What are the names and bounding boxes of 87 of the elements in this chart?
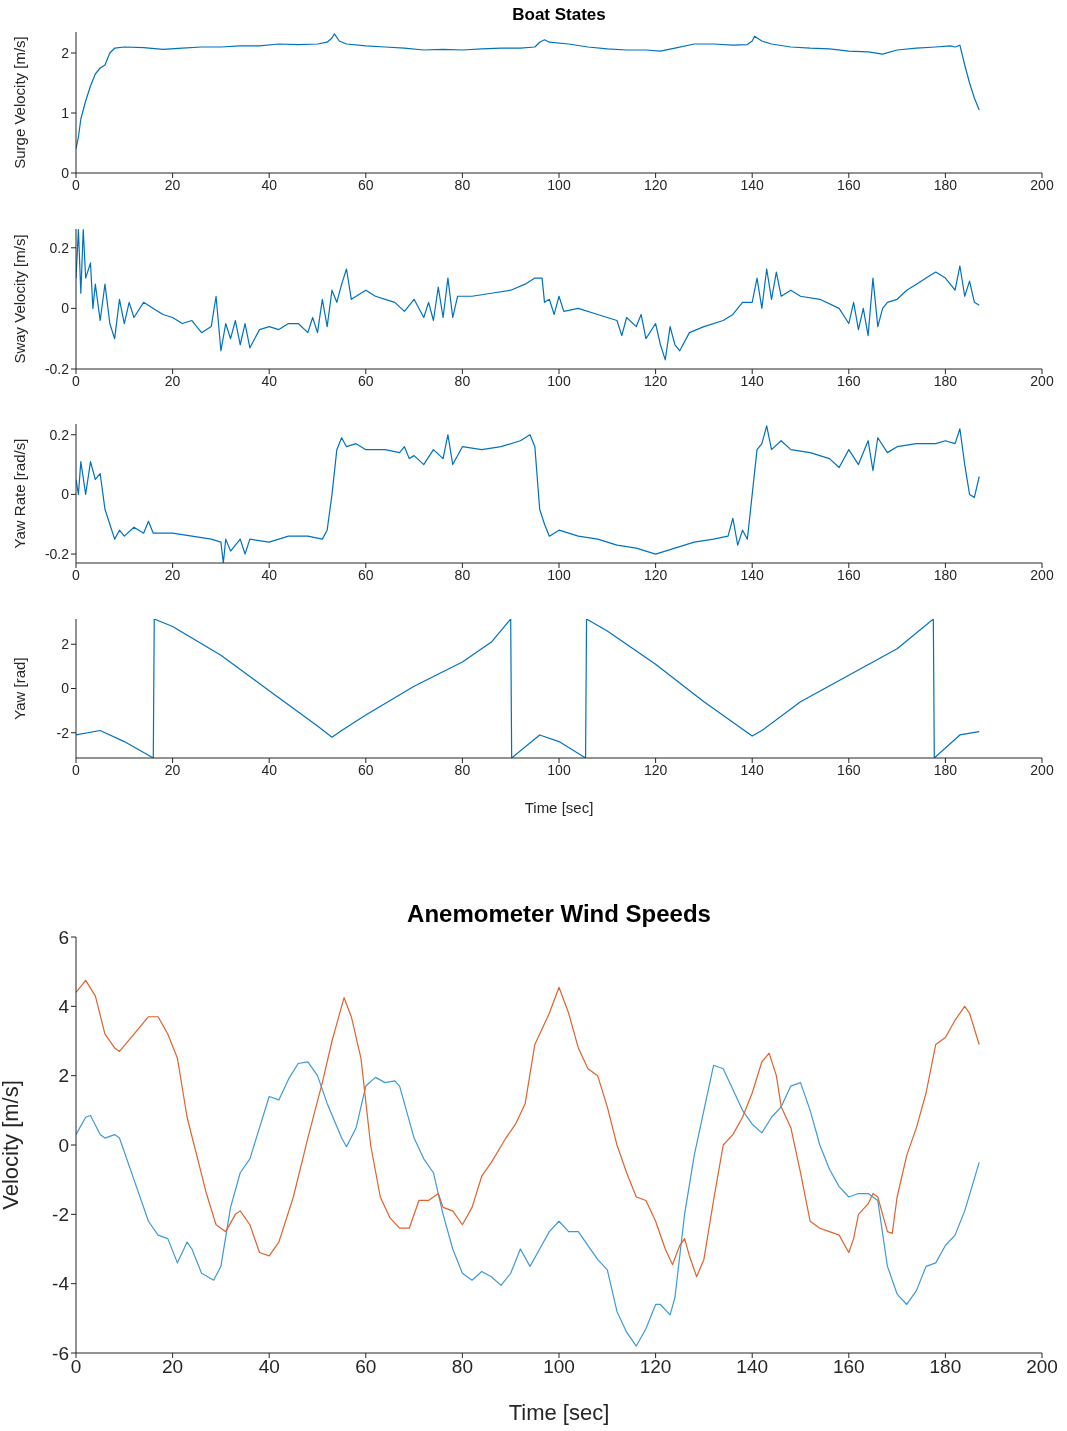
x-tick-label: 120	[643, 176, 668, 193]
x-tick-label: 200	[1026, 1356, 1058, 1378]
line-series	[76, 229, 980, 361]
x-tick-label: 20	[164, 566, 181, 583]
y-tick-label: 1	[61, 104, 70, 121]
y-axis-title: Sway Velocity [m/s]	[11, 234, 29, 364]
x-tick-label: 20	[164, 176, 181, 193]
chart-title: Anemometer Wind Speeds	[406, 900, 712, 928]
x-tick-label: 160	[837, 761, 861, 778]
line-series	[76, 425, 980, 563]
x-tick-label: 160	[837, 372, 861, 389]
x-tick-label: 140	[740, 372, 765, 389]
x-axis-title: Time [sec]	[524, 799, 594, 816]
x-tick-label: 40	[258, 1356, 280, 1378]
x-tick-label: 60	[358, 372, 374, 389]
y-tick-label: 0	[61, 486, 70, 503]
line-series	[76, 619, 980, 758]
x-tick-label: 180	[933, 372, 958, 389]
x-tick-label: 80	[454, 176, 471, 193]
x-tick-label: 180	[933, 761, 958, 778]
x-tick-label: 140	[740, 761, 765, 778]
y-tick-label: 0	[61, 300, 70, 317]
x-tick-label: 60	[358, 566, 374, 583]
x-tick-label: 180	[933, 176, 958, 193]
x-tick-label: 0	[72, 566, 81, 583]
y-tick-label: -4	[52, 1273, 70, 1295]
y-tick-label: -2	[52, 1204, 69, 1226]
x-tick-label: 0	[72, 372, 81, 389]
x-tick-label: 200	[1030, 761, 1054, 778]
y-tick-label: 0.2	[49, 239, 70, 256]
y-tick-label: 0	[61, 164, 70, 181]
x-tick-label: 180	[933, 566, 958, 583]
x-tick-label: 60	[358, 761, 374, 778]
x-tick-label: 40	[261, 566, 278, 583]
x-tick-label: 100	[547, 372, 571, 389]
y-tick-label: 0.2	[49, 426, 70, 443]
x-tick-label: 80	[454, 566, 471, 583]
x-tick-label: 20	[164, 372, 181, 389]
x-tick-label: 100	[543, 1356, 575, 1378]
x-tick-label: 140	[740, 566, 765, 583]
y-tick-label: 0	[61, 680, 70, 697]
line-series	[76, 979, 980, 1278]
y-tick-label: 2	[61, 44, 70, 61]
x-tick-label: 140	[740, 176, 765, 193]
y-tick-label: -2	[56, 724, 70, 741]
x-tick-label: 200	[1030, 176, 1054, 193]
y-axis-title: Yaw Rate [rad/s]	[11, 438, 29, 549]
y-tick-label: -6	[52, 1342, 69, 1364]
x-tick-label: 140	[736, 1356, 769, 1378]
x-tick-label: 20	[162, 1356, 184, 1378]
x-tick-label: 100	[547, 566, 571, 583]
y-axis-title: Velocity [m/s]	[0, 1080, 23, 1210]
y-tick-label: 0	[58, 1134, 69, 1156]
x-tick-label: 200	[1030, 372, 1054, 389]
x-tick-label: 120	[643, 372, 668, 389]
y-tick-label: 6	[58, 926, 69, 948]
x-tick-label: 100	[547, 176, 571, 193]
x-tick-label: 120	[643, 761, 668, 778]
y-tick-label: -0.2	[44, 546, 70, 563]
chart-title: Boat States	[511, 5, 607, 25]
y-tick-label: 4	[58, 996, 70, 1018]
x-tick-label: 120	[639, 1356, 672, 1378]
x-tick-label: 40	[261, 761, 278, 778]
y-tick-label: -0.2	[44, 360, 70, 377]
x-tick-label: 160	[837, 566, 861, 583]
x-axis-title: Time [sec]	[508, 1400, 610, 1425]
x-tick-label: 60	[355, 1356, 377, 1378]
x-tick-label: 160	[832, 1356, 865, 1378]
y-axis-title: Yaw [rad]	[11, 657, 29, 720]
x-tick-label: 0	[72, 761, 81, 778]
x-tick-label: 40	[261, 372, 278, 389]
line-series	[76, 1061, 980, 1347]
x-tick-label: 80	[454, 372, 471, 389]
x-tick-label: 40	[261, 176, 278, 193]
x-tick-label: 80	[454, 761, 471, 778]
y-tick-label: 2	[58, 1065, 69, 1087]
x-tick-label: 100	[547, 761, 571, 778]
x-tick-label: 20	[164, 761, 181, 778]
x-tick-label: 120	[643, 566, 668, 583]
x-tick-label: 160	[837, 176, 861, 193]
y-tick-label: 2	[61, 636, 70, 653]
y-axis-title: Surge Velocity [m/s]	[11, 36, 29, 169]
x-tick-label: 200	[1030, 566, 1054, 583]
x-tick-label: 0	[72, 176, 81, 193]
x-tick-label: 60	[358, 176, 374, 193]
x-tick-label: 80	[451, 1356, 473, 1378]
x-tick-label: 180	[929, 1356, 962, 1378]
